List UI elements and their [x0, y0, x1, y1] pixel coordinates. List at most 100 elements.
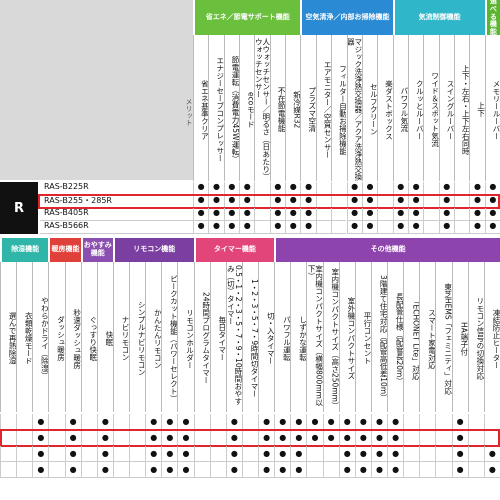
column-header: 平行コンセント — [354, 262, 371, 412]
column-header: かんたんリモコン — [145, 262, 161, 412]
column-header: リモコン信号の切換対応 — [467, 262, 484, 412]
cell — [129, 462, 146, 478]
cell — [0, 446, 17, 462]
cell — [209, 462, 226, 478]
column-header: リモコンホルダー — [177, 262, 194, 412]
cell — [209, 414, 226, 430]
group-header: その他機能 — [274, 238, 500, 262]
cell: ● — [223, 221, 240, 234]
merit-area — [0, 0, 193, 180]
cell — [112, 446, 130, 462]
cell: ● — [258, 462, 275, 478]
cell: ● — [96, 446, 113, 462]
column-header: ぐっすり快眠 — [80, 262, 97, 412]
column-header: 秒速ダッシュ暖房 — [64, 262, 81, 412]
cell: ● — [469, 208, 485, 221]
cell: ● — [300, 208, 316, 221]
column-header: 衣類乾燥モード — [16, 262, 32, 412]
cell: ● — [145, 414, 162, 430]
column-header: しずかな運転 — [290, 262, 306, 412]
column-header: 長配管仕様（配管長20m） — [387, 262, 403, 412]
cell — [322, 446, 339, 462]
column-header: マジック洗浄熱交換器／アクア洗浄熱交換器 — [346, 35, 362, 181]
cell — [331, 208, 347, 221]
column-header: 省エネ基準クリア — [193, 35, 209, 181]
cell: ● — [387, 446, 404, 462]
column-header: 楽ダストボックス — [377, 35, 393, 181]
column-header: フィルター自動お掃除機能 — [331, 35, 347, 181]
group-header: 省エネ／節電サポート機能 — [193, 0, 301, 35]
cell — [129, 446, 146, 462]
cell: ● — [387, 414, 404, 430]
cell: ● — [223, 208, 240, 221]
model-name: RAS-B566R — [40, 221, 193, 234]
column-header: 室内機コンパクトサイズ（高さ250mm） — [322, 262, 339, 412]
cell — [322, 462, 339, 478]
cell — [423, 208, 439, 221]
column-header: エナジーセーブコンプレッサー — [208, 35, 224, 181]
cell: ● — [193, 208, 209, 221]
cell — [331, 221, 347, 234]
cell — [209, 446, 226, 462]
cell: ● — [338, 462, 355, 478]
cell: ● — [392, 208, 408, 221]
cell: ● — [96, 462, 113, 478]
cell — [112, 414, 130, 430]
column-header: 切・入タイマー — [258, 262, 274, 412]
group-header: リモコン機能 — [112, 238, 194, 262]
cell: ● — [269, 208, 286, 221]
cell — [377, 221, 393, 234]
cell — [403, 462, 420, 478]
column-header: シンプルナビリモコン — [129, 262, 145, 412]
cell: ● — [258, 414, 275, 430]
cell — [129, 414, 146, 430]
cell: ● — [387, 462, 404, 478]
column-header: 人ウォッチセンサー／明るさ（日あたり）ウォッチセンサー — [254, 35, 270, 181]
cell: ● — [32, 414, 49, 430]
cell: ● — [392, 221, 408, 234]
column-header: 凍結防止ヒーター — [483, 262, 500, 412]
column-header: プラズマ空清 — [300, 35, 316, 181]
cell: ● — [239, 208, 255, 221]
column-header: 1・2・3・5・7・9時間切タイマー — [241, 262, 258, 412]
cell: ● — [96, 414, 113, 430]
cell: ● — [338, 446, 355, 462]
cell — [435, 446, 452, 462]
group-header: タイマー機能 — [193, 238, 275, 262]
cell — [0, 462, 17, 478]
cell: ● — [484, 208, 500, 221]
column-header: メモリールーバー — [484, 35, 500, 181]
cell: ● — [225, 462, 242, 478]
cell — [193, 462, 210, 478]
cell: ● — [208, 221, 224, 234]
cell: ● — [290, 446, 307, 462]
cell: ● — [290, 414, 307, 430]
cell — [467, 414, 484, 430]
column-header: ダッシュ暖房 — [48, 262, 65, 412]
column-header: 東芝HEMS「フェミニティ」対応 — [435, 262, 452, 412]
cell — [419, 446, 436, 462]
cell: ● — [346, 208, 362, 221]
cell: ● — [32, 462, 49, 478]
cell: ● — [361, 221, 378, 234]
cell — [80, 446, 97, 462]
cell: ● — [177, 414, 194, 430]
column-header: 3階建て住宅対応（配管高低差10m） — [370, 262, 387, 412]
cell: ● — [32, 446, 49, 462]
cell: ● — [193, 221, 209, 234]
cell — [467, 446, 484, 462]
column-header: 不在節電機能 — [269, 35, 286, 181]
cell: ● — [285, 221, 301, 234]
cell — [193, 446, 210, 462]
group-header: 選べる機能 — [484, 0, 500, 36]
column-header: 上下 — [469, 35, 485, 181]
cell — [80, 414, 97, 430]
cell: ● — [361, 208, 378, 221]
cell — [16, 446, 33, 462]
cell: ● — [451, 462, 468, 478]
group-header: おやすみ機能 — [80, 238, 113, 262]
column-header: 24時間プログラムタイマー — [193, 262, 210, 412]
cell: ● — [346, 221, 362, 234]
cell: ● — [258, 446, 275, 462]
cell: ● — [177, 462, 194, 478]
